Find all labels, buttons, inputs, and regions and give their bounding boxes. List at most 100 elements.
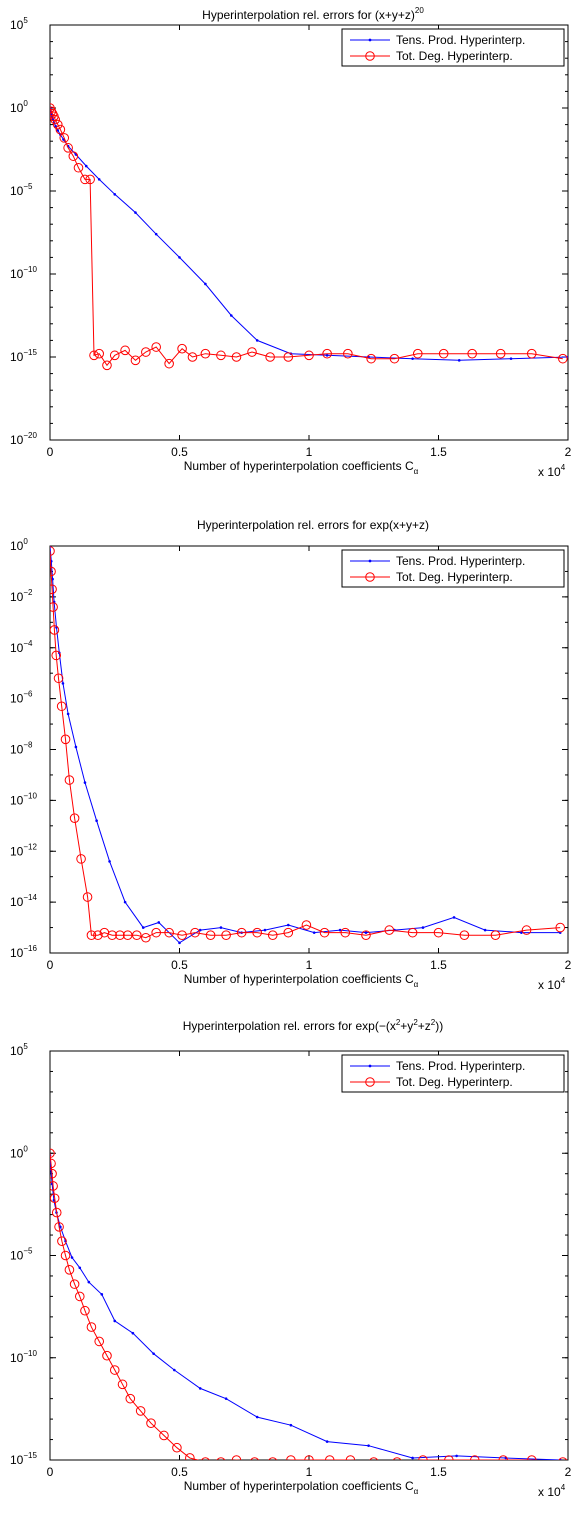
data-point-circle: [57, 1236, 67, 1246]
x-tick-label: 1.5: [430, 958, 447, 972]
chart-panel-1: Hyperinterpolation rel. errors for (x+y+…: [10, 6, 572, 479]
y-tick-label: 100: [10, 537, 28, 553]
y-tick-label: 10−15: [10, 1451, 37, 1467]
data-point-circle: [558, 353, 568, 364]
data-point-dot: [83, 781, 87, 784]
chart-title: Hyperinterpolation rel. errors for exp(−…: [183, 1018, 443, 1033]
data-point-circle: [60, 734, 71, 745]
data-point-dot: [411, 1456, 414, 1460]
data-point-dot: [255, 1415, 259, 1419]
data-point-circle: [50, 109, 58, 119]
data-point-circle: [59, 133, 70, 143]
legend-label: Tot. Deg. Hyperinterp.: [396, 1075, 513, 1089]
plot-area: [49, 24, 569, 441]
data-point-circle: [459, 930, 470, 940]
data-point-circle: [125, 1393, 136, 1404]
data-point-circle: [86, 1322, 97, 1332]
data-point-circle: [130, 355, 141, 366]
data-point-circle: [69, 813, 80, 823]
data-point-dot: [56, 129, 60, 132]
x-axis-multiplier: x 104: [538, 976, 566, 992]
data-point-dot: [421, 926, 425, 929]
data-point-circle: [438, 348, 449, 359]
data-point-circle: [50, 546, 55, 556]
data-point-circle: [187, 352, 198, 362]
data-point-circle: [201, 1457, 210, 1460]
data-point-circle: [56, 701, 67, 712]
data-point-circle: [50, 566, 56, 577]
data-point-circle: [221, 930, 231, 940]
data-point-dot: [87, 1280, 91, 1284]
data-point-dot: [178, 941, 181, 945]
data-point-circle: [231, 1455, 242, 1460]
data-point-circle: [50, 1148, 55, 1159]
data-point-dot: [325, 1440, 329, 1443]
data-point-circle: [322, 348, 332, 359]
y-tick-label: 10−16: [10, 944, 37, 960]
data-point-circle: [159, 1430, 169, 1441]
data-point-circle: [407, 927, 418, 938]
legend-marker-dot: [368, 1064, 372, 1068]
data-point-circle: [50, 1181, 58, 1191]
data-point-dot: [198, 1387, 202, 1390]
data-point-dot: [286, 923, 290, 927]
data-point-circle: [117, 1379, 128, 1390]
data-point-dot: [154, 232, 158, 236]
legend-label: Tot. Deg. Hyperinterp.: [396, 570, 513, 584]
data-point-circle: [151, 927, 161, 938]
legend-box: [341, 549, 565, 588]
data-point-circle: [444, 1455, 454, 1460]
data-point-dot: [70, 1256, 74, 1259]
data-point-circle: [73, 162, 84, 173]
data-point-circle: [85, 174, 95, 185]
x-tick-label: 0: [47, 445, 54, 459]
legend-marker-circle: [365, 1077, 375, 1087]
y-tick-label: 10−10: [10, 791, 37, 807]
data-point-circle: [141, 347, 151, 357]
data-point-circle: [490, 930, 501, 940]
data-point-circle: [558, 1457, 568, 1460]
x-tick-label: 1.5: [430, 445, 447, 459]
x-tick-label: 0.5: [171, 1465, 188, 1479]
data-point-circle: [51, 1207, 62, 1218]
data-point-circle: [94, 1336, 105, 1347]
data-point-circle: [200, 348, 211, 359]
data-point-circle: [50, 1158, 56, 1169]
data-point-circle: [76, 854, 86, 864]
legend: Tens. Prod. Hyperinterp. Tot. Deg. Hyperi…: [341, 549, 565, 588]
legend-marker-dot: [368, 38, 372, 42]
legend-box: [341, 1054, 565, 1093]
legend-label: Tens. Prod. Hyperinterp.: [396, 1059, 525, 1073]
data-point-circle: [412, 348, 423, 359]
data-point-circle: [135, 1406, 146, 1416]
data-point-dot: [100, 1293, 104, 1296]
data-point-circle: [526, 1455, 537, 1460]
data-point-circle: [80, 174, 90, 185]
data-point-circle: [50, 1168, 57, 1179]
data-point-circle: [190, 927, 200, 938]
legend-label: Tot. Deg. Hyperinterp.: [396, 49, 513, 63]
data-point-dot: [338, 928, 342, 932]
data-point-circle: [60, 1250, 71, 1261]
data-point-dot: [455, 1454, 458, 1458]
data-point-dot: [113, 193, 117, 196]
data-point-circle: [131, 930, 142, 940]
data-point-circle: [216, 1457, 226, 1460]
data-point-dot: [123, 900, 127, 904]
data-point-dot: [198, 928, 202, 932]
data-point-circle: [64, 1265, 75, 1275]
data-point-circle: [115, 930, 125, 940]
data-point-circle: [120, 345, 130, 356]
x-tick-label: 2: [565, 1465, 572, 1479]
chart-panel-2: Hyperinterpolation rel. errors for exp(x…: [10, 518, 572, 992]
data-point-circle: [433, 927, 444, 938]
data-point-dot: [263, 928, 267, 932]
y-tick-label: 10−2: [10, 588, 33, 604]
x-tick-label: 0.5: [171, 445, 188, 459]
data-point-dot: [113, 1319, 117, 1323]
y-tick-label: 105: [10, 1042, 28, 1058]
data-point-circle: [467, 348, 477, 359]
plot-area: [49, 545, 569, 954]
data-point-circle: [286, 1455, 296, 1460]
data-point-dot: [78, 1266, 82, 1270]
